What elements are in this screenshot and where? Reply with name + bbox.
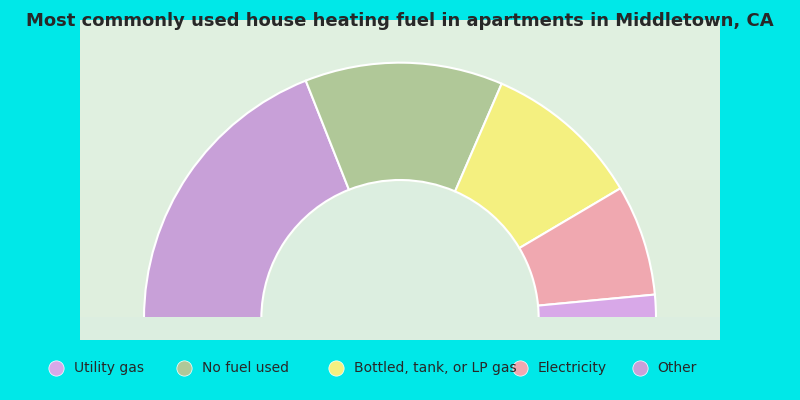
Text: Bottled, tank, or LP gas: Bottled, tank, or LP gas bbox=[354, 361, 516, 375]
Wedge shape bbox=[519, 188, 655, 306]
Wedge shape bbox=[455, 84, 620, 248]
FancyBboxPatch shape bbox=[80, 20, 720, 340]
Wedge shape bbox=[144, 81, 349, 319]
Text: Other: Other bbox=[658, 361, 697, 375]
Text: Most commonly used house heating fuel in apartments in Middletown, CA: Most commonly used house heating fuel in… bbox=[26, 12, 774, 30]
Text: Electricity: Electricity bbox=[538, 361, 606, 375]
Circle shape bbox=[263, 182, 537, 400]
FancyBboxPatch shape bbox=[80, 316, 720, 340]
Wedge shape bbox=[538, 294, 656, 319]
Text: Utility gas: Utility gas bbox=[74, 361, 144, 375]
Text: No fuel used: No fuel used bbox=[202, 361, 289, 375]
Wedge shape bbox=[306, 63, 502, 192]
